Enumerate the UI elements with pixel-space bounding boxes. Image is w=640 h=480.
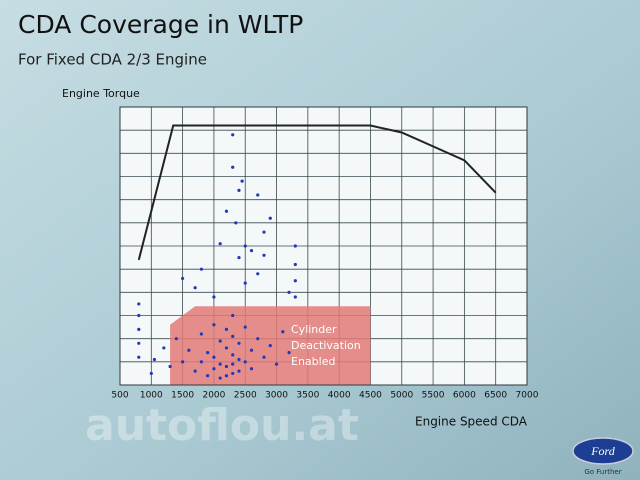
scatter-point [206, 350, 210, 355]
scatter-point [152, 357, 157, 362]
scatter-point [293, 295, 297, 299]
scatter-point [218, 362, 222, 366]
scatter-point [218, 376, 222, 380]
x-tick-label: 6000 [453, 391, 476, 401]
annotation: Deactivation [291, 339, 361, 352]
scatter-point [231, 353, 235, 357]
x-axis-label: Engine Speed CDA [415, 415, 528, 429]
scatter-point [293, 279, 297, 283]
scatter-point [212, 355, 216, 359]
logo-badge [572, 437, 634, 465]
scatter-point [262, 230, 266, 234]
x-tick-label: 1000 [140, 391, 163, 401]
scatter-point [249, 367, 254, 371]
x-tick-label: 7000 [516, 391, 539, 401]
scatter-point [237, 369, 241, 373]
scatter-point [218, 339, 222, 343]
scatter-point [212, 323, 216, 327]
logo-brand: Ford [590, 444, 616, 458]
annotation: Enabled [291, 355, 335, 368]
scatter-point [181, 360, 185, 364]
scatter-point [249, 249, 254, 253]
plot-frame [119, 106, 528, 386]
scatter-point [137, 302, 141, 306]
scatter-point [224, 346, 229, 350]
watermark: autoflou.at [85, 400, 359, 451]
scatter-point [249, 348, 254, 352]
x-tick-label: 5500 [422, 391, 445, 401]
scatter-point [274, 362, 279, 366]
x-tick-label: 2000 [202, 391, 225, 401]
scatter-point [199, 360, 203, 364]
scatter-point [137, 313, 141, 318]
chart-subtitle: For Fixed CDA 2/3 Engine [18, 51, 207, 69]
scatter-point [243, 325, 247, 329]
scatter-point [237, 188, 241, 192]
scatter-point [187, 348, 191, 352]
chart-title: CDA Coverage in WLTP [18, 10, 303, 39]
scatter-point [231, 334, 235, 338]
scatter-point [243, 281, 247, 285]
scatter-point [237, 341, 241, 345]
y-axis-label: Engine Torque [62, 87, 140, 100]
x-tick-label: 500 [111, 391, 128, 401]
scatter-point [224, 374, 229, 378]
scatter-point [212, 367, 216, 371]
scatter-point [243, 244, 247, 248]
scatter-point [137, 341, 141, 345]
logo-tagline: Go Further [584, 468, 621, 476]
scatter-point [268, 344, 272, 348]
scatter-point [224, 364, 229, 369]
scatter-point [137, 355, 141, 359]
scatter-point [243, 360, 247, 364]
scatter-point [234, 221, 238, 225]
scatter-point [231, 165, 235, 169]
x-tick-label: 3000 [265, 391, 288, 401]
scatter-point [287, 290, 291, 294]
scatter-point [181, 276, 185, 281]
scatter-point [218, 242, 222, 246]
x-tick-label: 4500 [359, 391, 382, 401]
x-tick-label: 3500 [296, 391, 319, 401]
x-tick-label: 1500 [171, 391, 194, 401]
scatter-point [240, 179, 244, 183]
scatter-point [237, 357, 241, 362]
scatter-point [193, 286, 197, 290]
scatter-point [224, 327, 229, 331]
scatter-point [231, 371, 235, 376]
scatter-point [231, 313, 235, 318]
scatter-point [206, 374, 210, 378]
x-tick-label: 5000 [390, 391, 413, 401]
scatter-point [224, 209, 229, 213]
scatter-point [162, 346, 166, 350]
x-tick-label: 4000 [328, 391, 351, 401]
scatter-point [199, 332, 203, 336]
scatter-point [137, 327, 141, 331]
scatter-point [149, 371, 153, 376]
scatter-point [256, 193, 260, 197]
full-load-curve [137, 124, 497, 261]
x-tick-label: 6500 [484, 391, 507, 401]
plot: 500 1000 1500 2000 2500 3000 3500 4000 4500 5000 5… [111, 106, 539, 401]
scatter-point [231, 362, 235, 366]
scatter-point [262, 253, 266, 257]
scatter-point [287, 350, 291, 355]
scatter-point [193, 369, 197, 373]
annotation: Cylinder [291, 323, 337, 336]
scatter-point [281, 330, 285, 334]
x-tick-label: 2500 [234, 391, 257, 401]
scatter-point [199, 267, 203, 271]
scatter-point [231, 133, 235, 137]
scatter-point [212, 295, 216, 299]
scatter-point [262, 355, 266, 359]
scatter-point [256, 337, 260, 341]
scatter-point [237, 255, 241, 260]
scatter-point [174, 337, 178, 341]
scatter-point [256, 272, 260, 276]
scatter-point [293, 244, 297, 248]
scatter-point [293, 262, 297, 267]
scatter-point [168, 364, 172, 369]
scatter-point [268, 216, 272, 220]
